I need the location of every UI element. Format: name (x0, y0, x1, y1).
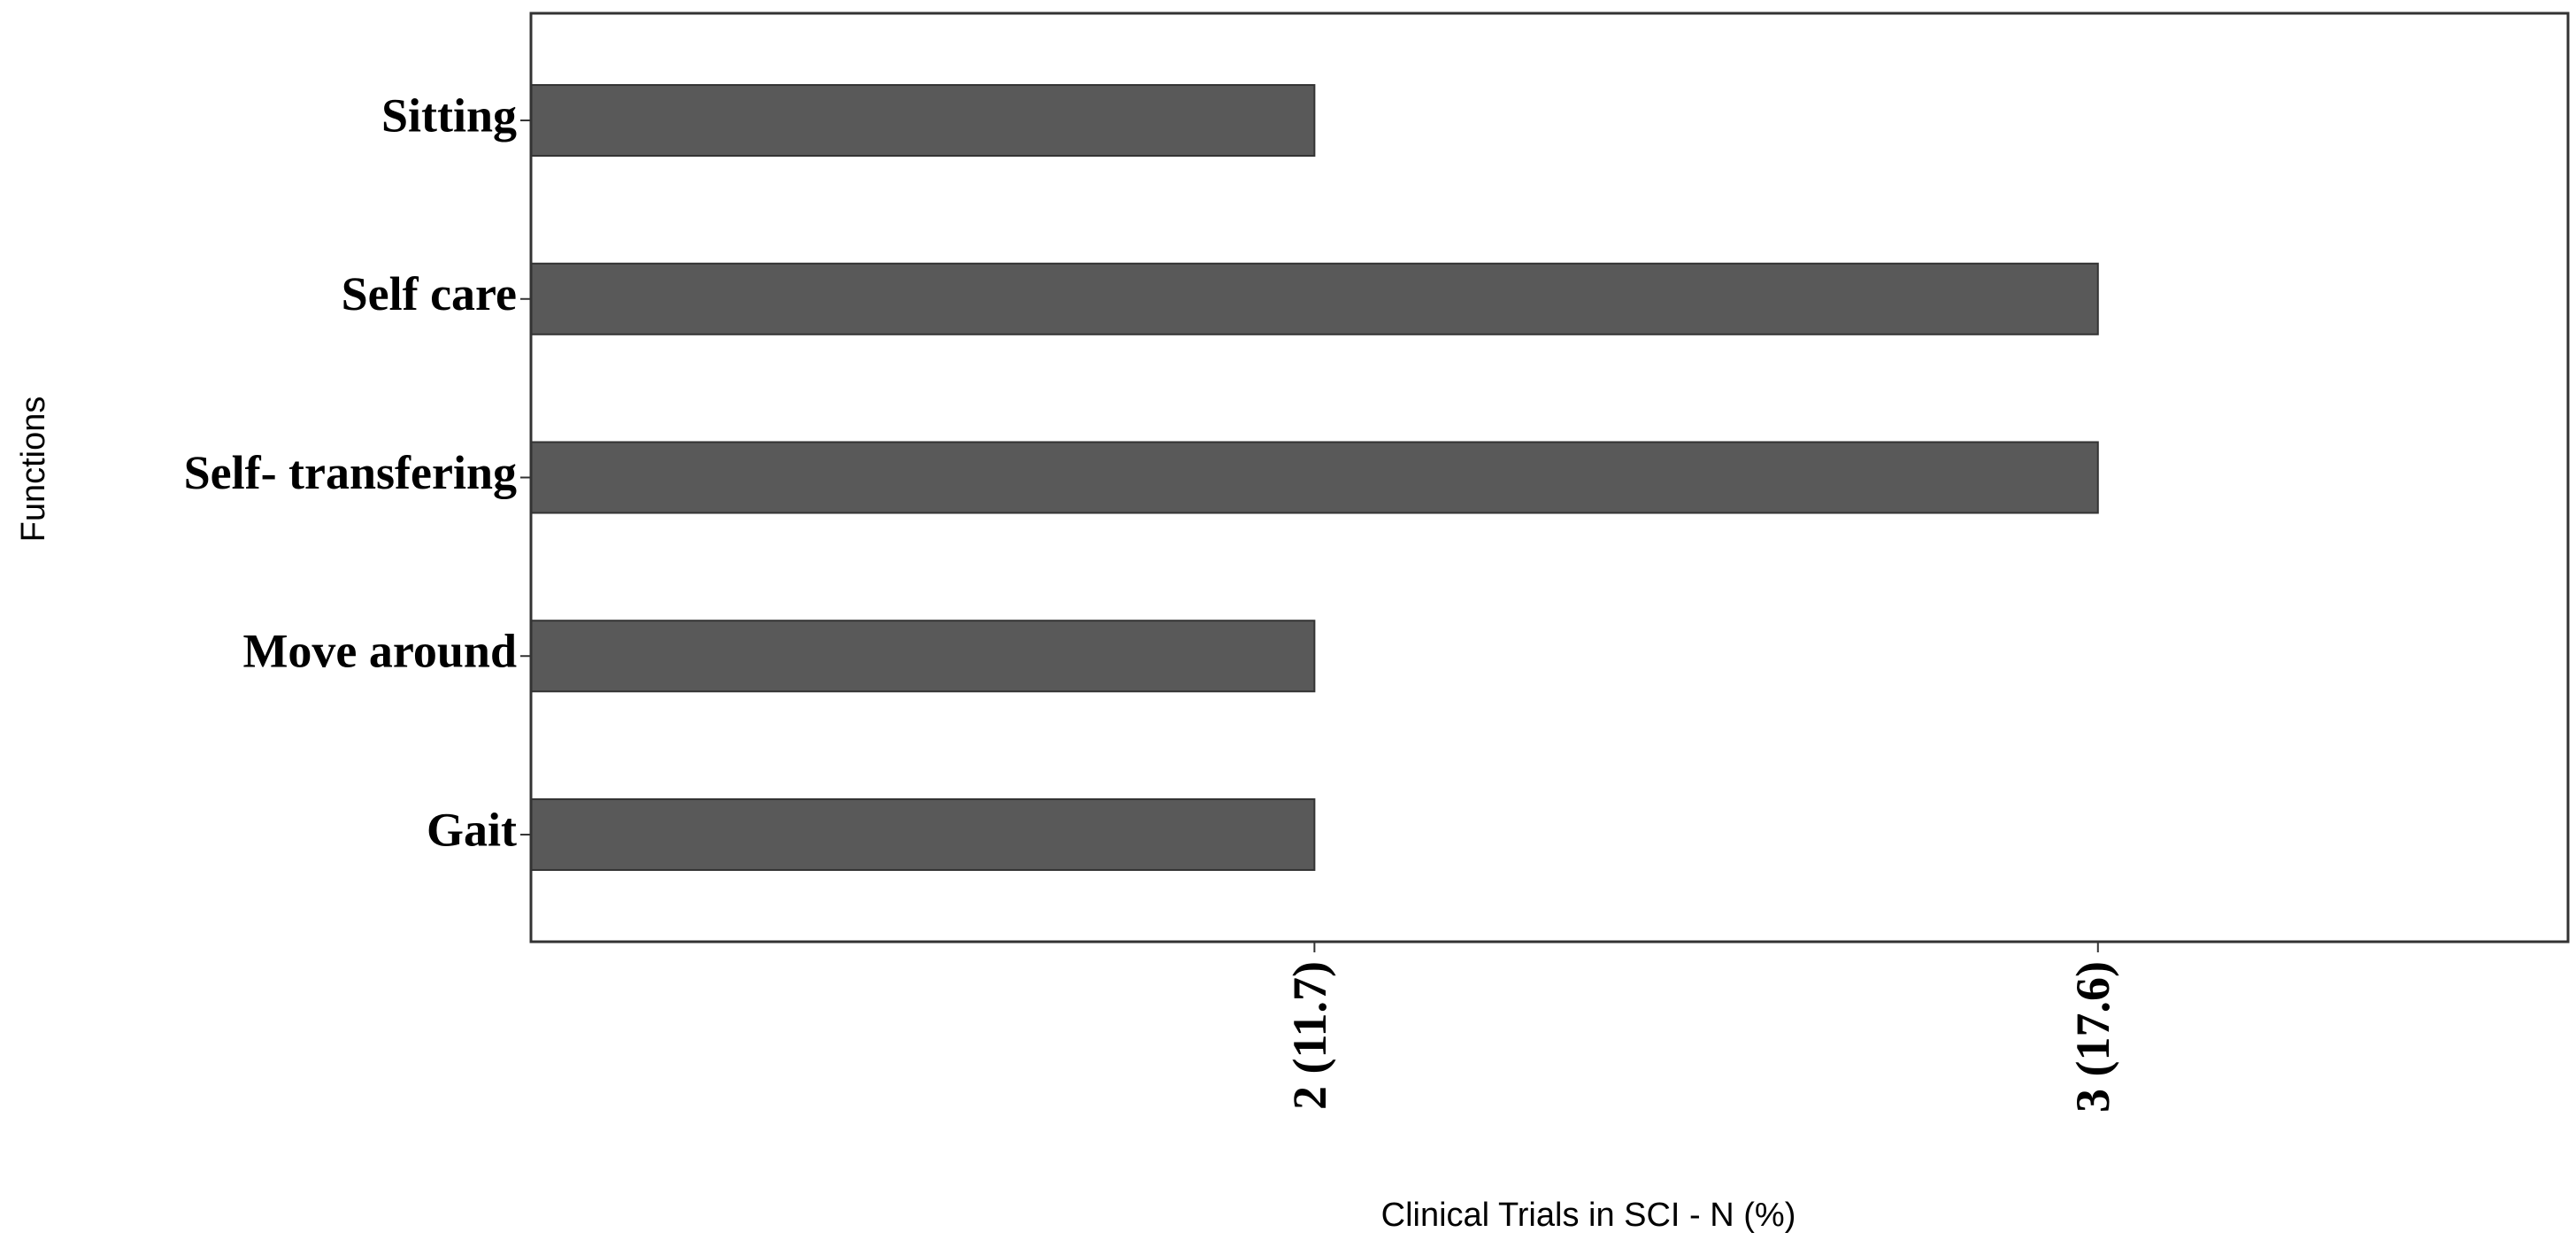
y-tick-label: Self- transfering (184, 446, 517, 499)
bar (530, 620, 1316, 693)
x-tick-label: 3 (17.6) (2066, 961, 2119, 1113)
bar (530, 84, 1316, 158)
y-axis-title: Functions (15, 397, 52, 543)
y-tick-label: Sitting (381, 89, 517, 142)
bar (530, 262, 2099, 335)
y-tick-label: Self care (342, 267, 517, 320)
bar (530, 797, 1316, 871)
bar (530, 441, 2099, 514)
y-tick-label: Move around (242, 625, 517, 678)
x-axis-title: Clinical Trials in SCI - N (%) (1381, 1197, 1796, 1234)
y-tick-label: Gait (427, 803, 517, 856)
plot-border (529, 12, 2570, 943)
x-tick-label: 2 (11.7) (1283, 961, 1336, 1110)
